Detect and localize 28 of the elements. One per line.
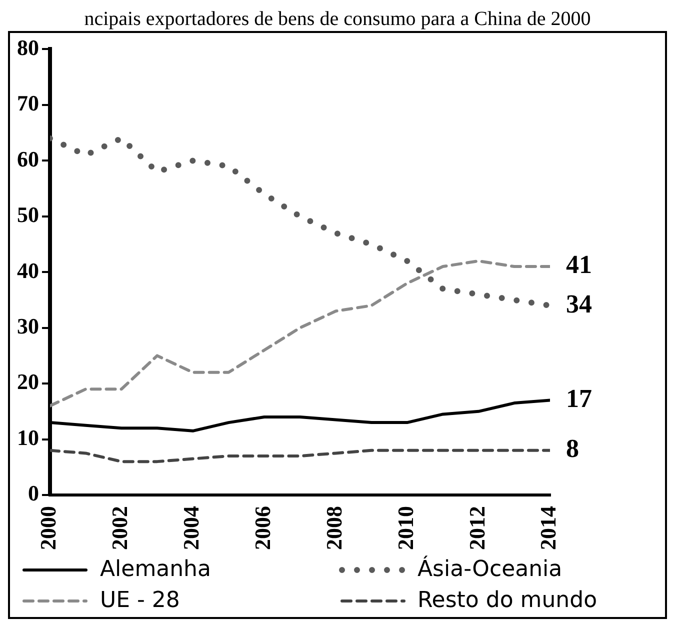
data-label: 17 [566,384,592,413]
y-tick-label: 50 [17,202,39,228]
x-tick-label: 2000 [36,506,61,550]
line-series [50,259,550,408]
legend-label: Ásia-Oceania [418,557,562,582]
y-tick-label: 30 [17,314,39,339]
x-tick-label: 2012 [464,506,490,550]
y-tick-label: 20 [17,369,39,394]
y-tick-label: 10 [17,424,39,450]
y-tick-label: 80 [17,34,39,60]
x-tick-label: 2006 [250,506,275,550]
data-label: 41 [566,250,592,280]
data-label: 8 [566,434,579,464]
x-tick-label: 2008 [321,506,346,550]
y-tick-label: 60 [17,146,39,172]
legend-label: Alemanha [100,557,211,582]
x-tick-label: 2010 [392,506,418,550]
legend-label: UE - 28 [100,588,180,613]
x-tick-label: 2004 [178,506,204,550]
y-tick-label: 40 [17,258,39,283]
line-series [50,448,550,464]
y-tick-label: 0 [28,480,39,506]
chart-title: ncipais exportadores de bens de consumo para a China de 2000 [83,8,592,31]
x-tick-label: 2014 [536,506,561,550]
y-tick-label: 70 [17,90,39,116]
x-tick-label: 2002 [107,506,132,550]
data-label: 34 [566,289,592,318]
legend-label: Resto do mundo [418,588,598,613]
